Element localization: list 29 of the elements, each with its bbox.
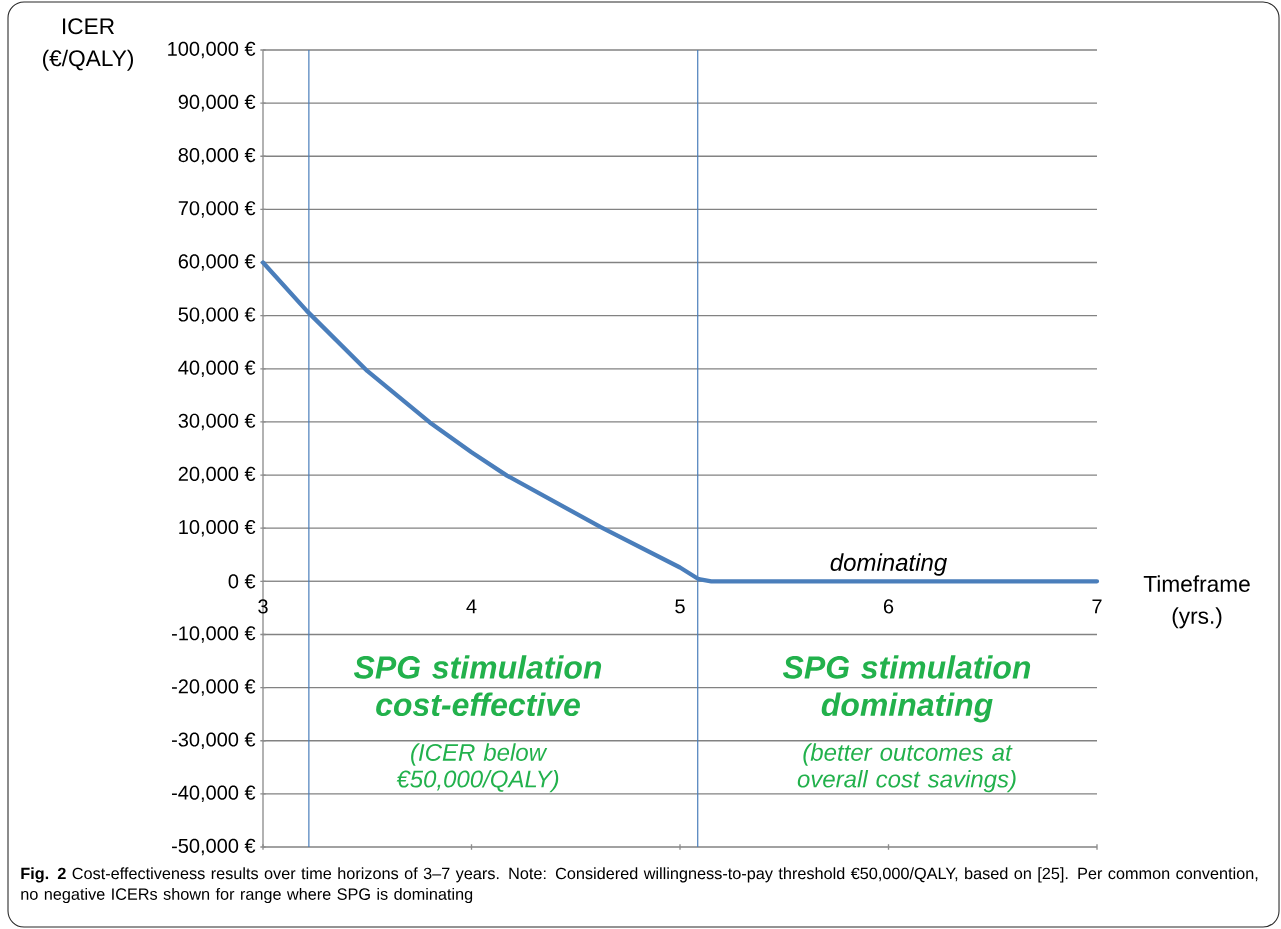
x-tick-label: 5 (675, 599, 685, 614)
y-tick-label: 30,000 € (178, 413, 256, 431)
y-tick-label: 20,000 € (178, 466, 256, 484)
x-tick-label: 6 (883, 599, 894, 614)
y-axis-title: ICER (€/QALY) (43, 18, 133, 71)
annotation: SPG stimulation dominating (782, 655, 1031, 723)
x-tick-label: 4 (466, 599, 477, 614)
y-tick-label: -50,000 € (171, 838, 256, 856)
y-tick-label: 50,000 € (178, 307, 256, 324)
y-tick-label: -20,000 € (171, 679, 256, 696)
y-tick-label: 10,000 € (179, 519, 256, 537)
y-tick-label: 100,000 € (168, 41, 256, 59)
y-tick-label: 60,000 € (178, 254, 256, 271)
annotation: dominating (830, 553, 947, 576)
x-tick-label: 3 (258, 599, 268, 614)
annotation: SPG stimulation cost-effective (353, 655, 602, 717)
y-tick-label: 0 € (228, 574, 256, 589)
annotation: (better outcomes at overall cost savings) (797, 743, 1016, 793)
y-tick-label: 40,000 € (178, 360, 256, 378)
text: Fig. 2 Cost-effectiveness results over time horizons of 3–7 years. Note: Considered willingness-to-pay threshold €50,000/QALY, based on [25]. Per common convention, no negative ICERs shown for range where SPG is dominating (21, 867, 1258, 904)
x-tick-label: 7 (1092, 599, 1102, 614)
y-tick-label: 70,000 € (178, 201, 256, 218)
y-tick-label: -40,000 € (171, 785, 256, 803)
annotation: (ICER below €50,000/QALY) (396, 743, 559, 793)
y-tick-label: 90,000 € (178, 94, 256, 112)
y-tick-label: -10,000 € (171, 626, 256, 643)
y-tick-label: -30,000 € (171, 732, 256, 749)
x-axis-title: Timeframe (yrs.) (1143, 575, 1250, 629)
y-tick-label: 80,000 € (178, 148, 256, 165)
